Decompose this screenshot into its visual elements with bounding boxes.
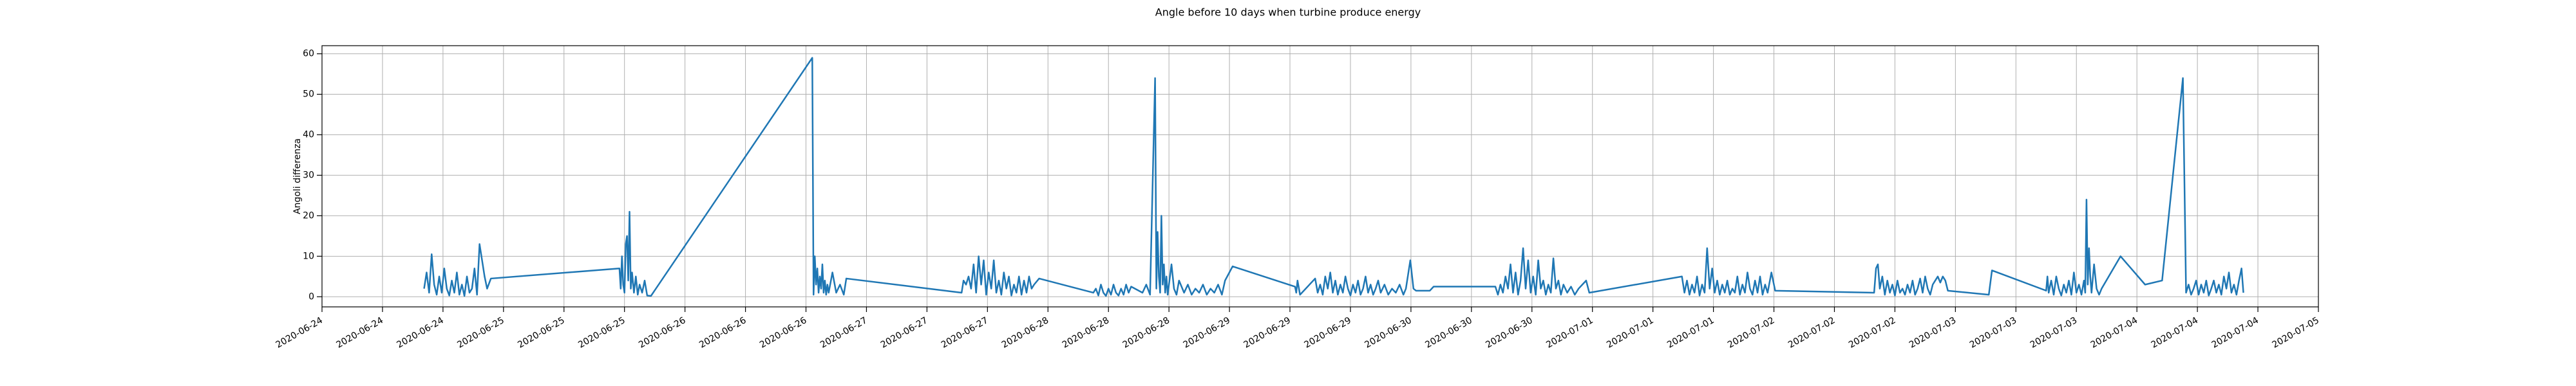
chart-title: Angle before 10 days when turbine produc… xyxy=(1155,6,1421,19)
x-tick-label: 2020-06-26 xyxy=(697,315,748,351)
x-tick-label: 2020-07-05 xyxy=(2271,315,2321,351)
x-tick-label: 2020-07-03 xyxy=(1968,315,2018,351)
x-tick-label: 2020-06-30 xyxy=(1423,315,1473,351)
x-tick-label: 2020-06-28 xyxy=(1121,315,1171,351)
x-tick-label: 2020-07-04 xyxy=(2150,315,2201,351)
y-tick-label: 40 xyxy=(303,129,314,140)
x-tick-label: 2020-06-25 xyxy=(576,315,627,351)
x-tick-label: 2020-06-26 xyxy=(758,315,809,351)
x-tick-label: 2020-07-02 xyxy=(1786,315,1837,351)
x-tick-label: 2020-07-03 xyxy=(2029,315,2079,351)
x-tick-label: 2020-06-28 xyxy=(1061,315,1111,351)
x-tick-label: 2020-06-25 xyxy=(455,315,506,351)
x-tick-label: 2020-06-29 xyxy=(1242,315,1293,351)
x-tick-label: 2020-07-01 xyxy=(1544,315,1595,351)
y-tick-label: 30 xyxy=(303,170,314,180)
x-tick-label: 2020-07-01 xyxy=(1605,315,1655,351)
x-tick-label: 2020-06-24 xyxy=(334,315,385,351)
x-tick-label: 2020-06-29 xyxy=(1182,315,1232,351)
x-tick-label: 2020-06-28 xyxy=(1000,315,1050,351)
x-tick-label: 2020-06-24 xyxy=(274,315,325,351)
y-tick-label: 60 xyxy=(303,49,314,59)
x-tick-label: 2020-06-26 xyxy=(637,315,688,351)
x-tick-label: 2020-07-04 xyxy=(2089,315,2140,351)
x-tick-label: 2020-07-01 xyxy=(1665,315,1716,351)
data-line xyxy=(423,57,2244,297)
y-tick-label: 50 xyxy=(303,89,314,100)
x-tick-label: 2020-06-24 xyxy=(395,315,446,351)
y-tick-label: 20 xyxy=(303,210,314,221)
x-tick-label: 2020-06-25 xyxy=(516,315,566,351)
plot-frame xyxy=(321,45,2319,308)
x-tick-label: 2020-06-27 xyxy=(819,315,869,351)
y-axis-label: Angoli differenza xyxy=(292,138,303,214)
x-tick-label: 2020-06-27 xyxy=(879,315,929,351)
y-tick-label: 10 xyxy=(303,251,314,261)
x-tick-label: 2020-06-29 xyxy=(1302,315,1352,351)
y-tick-label: 0 xyxy=(308,291,314,302)
x-tick-label: 2020-07-02 xyxy=(1726,315,1776,351)
x-tick-label: 2020-07-02 xyxy=(1847,315,1897,351)
x-tick-label: 2020-06-27 xyxy=(940,315,990,351)
x-tick-label: 2020-06-30 xyxy=(1363,315,1413,351)
x-tick-label: 2020-06-30 xyxy=(1484,315,1534,351)
x-tick-label: 2020-07-04 xyxy=(2210,315,2261,351)
x-tick-label: 2020-07-03 xyxy=(1908,315,1958,351)
